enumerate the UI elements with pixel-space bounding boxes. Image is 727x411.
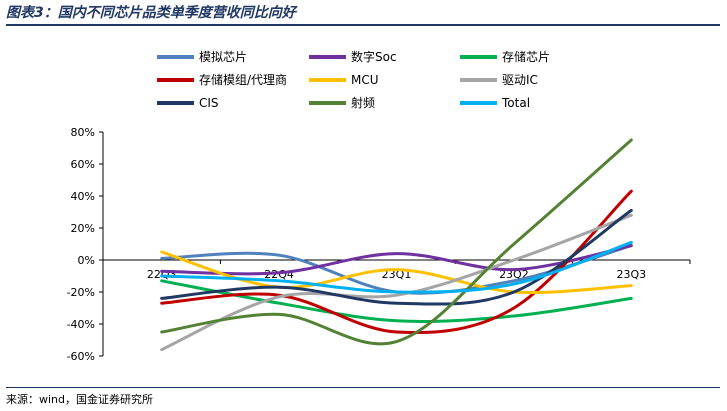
legend-label: Total — [501, 96, 530, 110]
series-line — [160, 240, 633, 294]
legend-label: 数字Soc — [351, 49, 397, 64]
y-tick-label: -20% — [67, 286, 95, 299]
legend-label: 驱动IC — [502, 73, 538, 87]
y-tick-label: 60% — [71, 158, 95, 171]
series-line — [160, 208, 633, 306]
chart-axes: -60%-40%-20%0%20%40%60%80%22Q3 22Q4 23Q1 23… — [67, 126, 691, 363]
y-tick-label: 20% — [71, 222, 95, 235]
legend-label: CIS — [199, 96, 219, 110]
chart-title: 图表3：国内不同芯片品类单季度营收同比向好 — [6, 5, 296, 21]
legend-label: 存储模组/代理商 — [199, 72, 287, 87]
legend-label: 模拟芯片 — [199, 50, 247, 64]
source-note: 来源：wind，国金证券研究所 — [6, 393, 154, 406]
legend-label: 射频 — [351, 95, 375, 110]
y-tick-label: 40% — [71, 190, 95, 203]
series-line — [160, 244, 633, 276]
legend-label: 存储芯片 — [502, 49, 550, 64]
title-divider — [6, 24, 720, 26]
series-line — [160, 213, 633, 352]
chart-series — [160, 138, 633, 352]
series-line — [160, 138, 633, 346]
y-tick-label: 80% — [71, 126, 95, 139]
y-tick-label: 0% — [78, 254, 95, 267]
y-tick-label: -40% — [67, 318, 95, 331]
source-divider — [6, 387, 720, 388]
legend-label: MCU — [351, 73, 379, 87]
x-tick-label: 23Q3 — [616, 268, 646, 281]
y-tick-label: -60% — [67, 350, 95, 363]
